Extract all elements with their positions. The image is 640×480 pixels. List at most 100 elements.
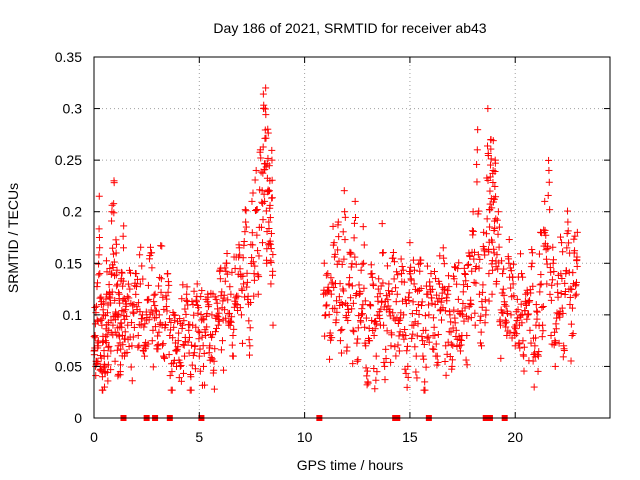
data-point [403, 342, 411, 350]
data-point [475, 207, 483, 215]
data-point [354, 335, 362, 343]
data-point [474, 251, 482, 259]
data-point [243, 269, 251, 277]
data-point [424, 333, 432, 341]
data-point [533, 315, 541, 323]
data-point [152, 306, 160, 314]
data-point [357, 311, 365, 319]
data-point [344, 308, 352, 316]
data-point [132, 270, 140, 278]
data-point [327, 290, 335, 298]
data-point [394, 271, 402, 279]
data-point [157, 275, 165, 283]
data-point [491, 167, 499, 175]
data-point [408, 310, 416, 318]
data-point [258, 187, 266, 195]
data-point [548, 281, 556, 289]
data-point [356, 289, 364, 297]
data-point [336, 337, 344, 345]
data-point [410, 266, 418, 274]
data-point [523, 315, 531, 323]
data-point [267, 245, 275, 253]
x-tick-labels: 0 5 10 15 20 [90, 429, 523, 445]
data-point [573, 262, 581, 270]
data-point [171, 311, 179, 319]
data-point [384, 302, 392, 310]
data-point [175, 329, 183, 337]
data-point [331, 250, 339, 258]
data-point [109, 264, 117, 272]
data-point [176, 315, 184, 323]
data-point [488, 204, 496, 212]
data-point [544, 245, 552, 253]
data-point [97, 316, 105, 324]
data-point [547, 268, 555, 276]
y-tick-label: 0.3 [63, 101, 83, 117]
data-point [400, 278, 408, 286]
data-point [486, 187, 494, 195]
data-point [568, 304, 576, 312]
data-point [500, 265, 508, 273]
data-point [423, 262, 431, 270]
data-point [339, 301, 347, 309]
data-point [149, 309, 157, 317]
data-point [553, 280, 561, 288]
data-point [119, 277, 127, 285]
data-point [228, 313, 236, 321]
data-point [180, 317, 188, 325]
data-point [104, 343, 112, 351]
data-point [488, 290, 496, 298]
data-point [425, 338, 433, 346]
data-point [268, 176, 276, 184]
data-point [421, 312, 429, 320]
data-point [440, 260, 448, 268]
data-point [558, 275, 566, 283]
data-point [96, 270, 104, 278]
data-point [350, 328, 358, 336]
data-point [506, 329, 514, 337]
data-point [261, 197, 269, 205]
data-point [529, 282, 537, 290]
data-point [418, 333, 426, 341]
data-point [519, 337, 527, 345]
data-point [444, 290, 452, 298]
data-point [430, 323, 438, 331]
data-point [97, 293, 105, 301]
y-tick-label: 0.25 [55, 152, 82, 168]
data-point [174, 337, 182, 345]
data-point [494, 230, 502, 238]
data-point [441, 357, 449, 365]
data-point [363, 372, 371, 380]
data-point [228, 341, 236, 349]
data-point [140, 323, 148, 331]
data-point [110, 258, 118, 266]
data-point [385, 287, 393, 295]
data-point [96, 244, 104, 252]
data-point [382, 292, 390, 300]
data-point [499, 270, 507, 278]
data-point [516, 344, 524, 352]
data-point [545, 166, 553, 174]
data-point [405, 296, 413, 304]
data-point [414, 287, 422, 295]
data-point [205, 301, 213, 309]
data-point [203, 310, 211, 318]
data-point [155, 311, 163, 319]
data-point [333, 308, 341, 316]
data-point [378, 220, 386, 228]
data-point [262, 111, 270, 119]
data-point [563, 244, 571, 252]
data-point [376, 315, 384, 323]
data-point [511, 342, 519, 350]
data-point [267, 230, 275, 238]
data-point [402, 331, 410, 339]
data-point [485, 270, 493, 278]
data-point [95, 260, 103, 268]
data-point [528, 249, 536, 257]
data-point [215, 315, 223, 323]
data-point [517, 311, 525, 319]
data-point [473, 160, 481, 168]
data-point [543, 260, 551, 268]
data-point [132, 283, 140, 291]
data-point [469, 231, 477, 239]
